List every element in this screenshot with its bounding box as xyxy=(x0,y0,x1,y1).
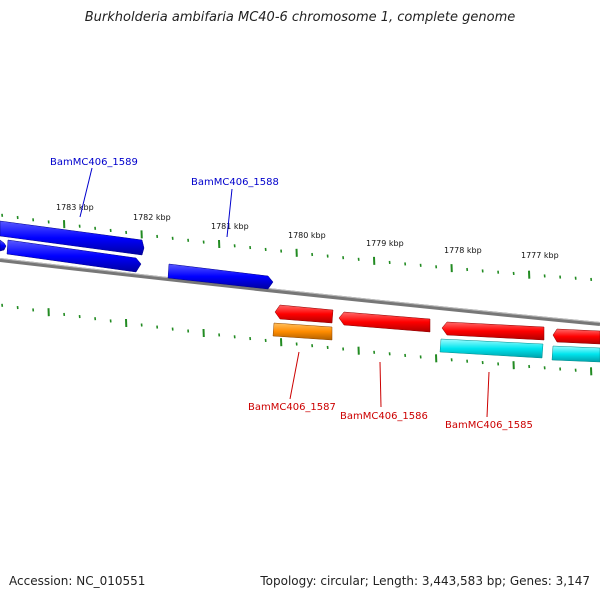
gene-arrow-1585[interactable] xyxy=(441,321,545,341)
scale-label-1778: 1778 kbp xyxy=(444,246,482,255)
gene-label-1588[interactable]: BamMC406_1588 xyxy=(191,177,279,188)
scale-label-1777: 1777 kbp xyxy=(521,251,559,260)
gene-arrow-1587[interactable] xyxy=(274,304,334,324)
gene-label-1589[interactable]: BamMC406_1589 xyxy=(50,157,138,168)
leader-1586 xyxy=(379,361,382,408)
map-title: Burkholderia ambifaria MC40-6 chromosome… xyxy=(84,10,516,25)
outer-tick-track xyxy=(1,213,593,281)
genome-backbone-highlight xyxy=(0,258,600,323)
gene-label-1586[interactable]: BamMC406_1586 xyxy=(340,411,428,422)
accession-text: Accession: NC_010551 xyxy=(9,574,146,588)
gene-arrow-1589b[interactable] xyxy=(6,239,142,273)
gene-arrow-left-edge[interactable] xyxy=(0,239,7,252)
gene-arrow-right-edge[interactable] xyxy=(552,328,600,345)
leader-1589 xyxy=(79,167,93,218)
gene-arrow-1586[interactable] xyxy=(338,311,431,333)
feature-cyan-1585[interactable] xyxy=(439,338,544,359)
leader-1588 xyxy=(226,188,233,238)
leader-1585 xyxy=(486,371,490,418)
gene-arrow-1589[interactable] xyxy=(0,220,145,256)
gene-label-1587[interactable]: BamMC406_1587 xyxy=(248,402,336,413)
scale-label-1782: 1782 kbp xyxy=(133,213,171,222)
scale-label-1780: 1780 kbp xyxy=(288,231,326,240)
inner-tick-track xyxy=(1,303,593,376)
feature-cyan-right-edge[interactable] xyxy=(551,345,600,363)
gene-arrow-1588[interactable] xyxy=(167,263,274,290)
rna-feature-1587[interactable] xyxy=(272,322,333,341)
scale-label-1779: 1779 kbp xyxy=(366,239,404,248)
genome-backbone xyxy=(0,258,600,326)
genome-summary-text: Topology: circular; Length: 3,443,583 bp… xyxy=(260,574,590,588)
scale-label-1783: 1783 kbp xyxy=(56,203,94,212)
gene-label-1585[interactable]: BamMC406_1585 xyxy=(445,420,533,431)
leader-1587 xyxy=(289,351,300,400)
scale-label-1781: 1781 kbp xyxy=(211,222,249,231)
